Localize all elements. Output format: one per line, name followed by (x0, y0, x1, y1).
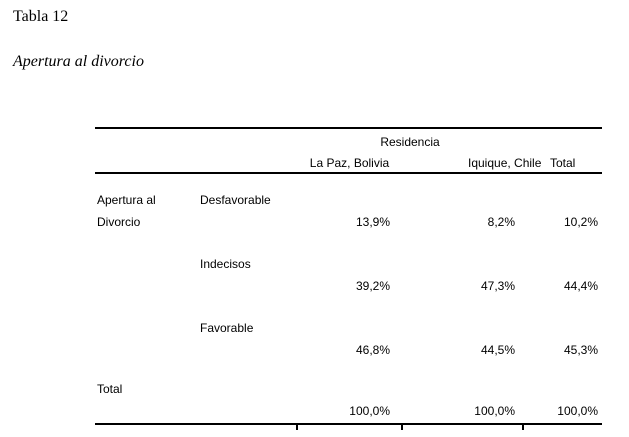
cell-value-indecisos-lapaz: 39,2% (355, 279, 390, 293)
table-bottom-rule (95, 423, 602, 425)
category-label-favorable: Favorable (200, 321, 254, 335)
column-tick-2 (401, 425, 403, 430)
cell-value-favorable-iquique: 44,5% (480, 343, 515, 357)
cell-value-indecisos-total: 44,4% (563, 279, 598, 293)
cell-value-favorable-lapaz: 46,8% (355, 343, 390, 357)
cell-value-indecisos-iquique: 47,3% (480, 279, 515, 293)
cell-value-total-total: 100,0% (557, 404, 598, 418)
table-caption: Apertura al divorcio (13, 53, 144, 70)
total-row-label: Total (97, 382, 123, 396)
header-col-iquique: Iquique, Chile (468, 156, 542, 170)
cell-value-total-iquique: 100,0% (474, 404, 515, 418)
header-col-total: Total (550, 156, 576, 170)
table-number: Tabla 12 (13, 8, 69, 25)
table-header-rule (95, 172, 602, 174)
cell-value-desfavorable-iquique: 8,2% (487, 215, 515, 229)
column-tick-1 (296, 425, 298, 430)
crosstab-table: Residencia La Paz, Bolivia Iquique, Chil… (95, 127, 602, 433)
header-residencia: Residencia (380, 135, 440, 149)
header-col-la-paz: La Paz, Bolivia (309, 156, 390, 170)
column-tick-3 (522, 425, 524, 430)
cell-value-desfavorable-lapaz: 13,9% (355, 215, 390, 229)
cell-value-favorable-total: 45,3% (563, 343, 598, 357)
table-top-rule (95, 127, 602, 129)
category-label-indecisos: Indecisos (200, 257, 251, 271)
row-group-label-line2: Divorcio (97, 215, 141, 229)
row-group-label-line1: Apertura al (97, 193, 156, 207)
category-label-desfavorable: Desfavorable (200, 193, 271, 207)
cell-value-desfavorable-total: 10,2% (563, 215, 598, 229)
cell-value-total-lapaz: 100,0% (349, 404, 390, 418)
